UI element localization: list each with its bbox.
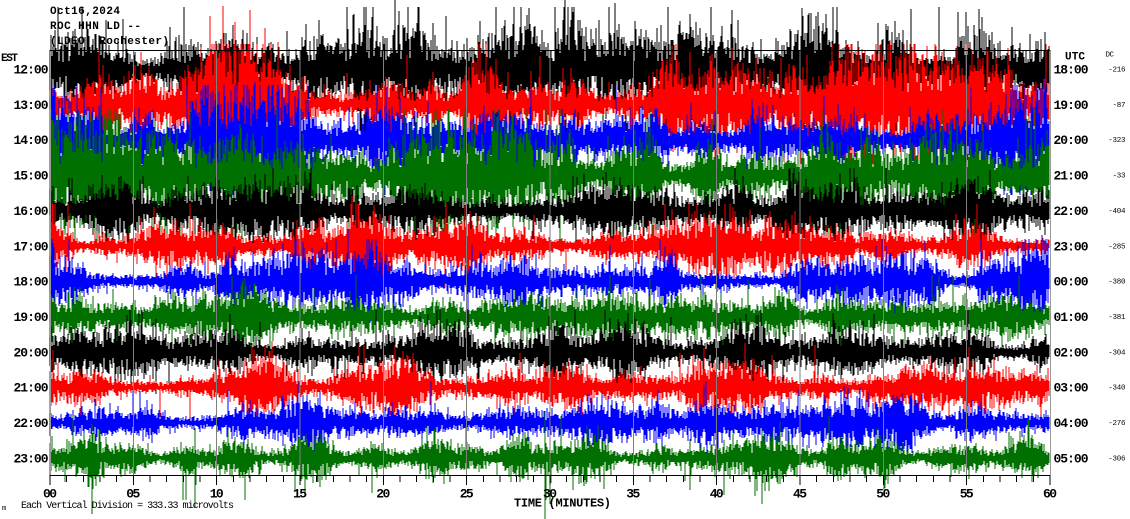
svg-text:Each Vertical Division = 333.: Each Vertical Division = 333.33 microvol… xyxy=(21,500,234,512)
svg-text:23:00: 23:00 xyxy=(1054,239,1089,254)
svg-text:TIME (MINUTES): TIME (MINUTES) xyxy=(514,497,611,511)
svg-text:03:00: 03:00 xyxy=(1054,381,1089,396)
svg-text:UTC: UTC xyxy=(1065,52,1085,64)
svg-text:01:00: 01:00 xyxy=(1054,310,1089,325)
svg-text:10: 10 xyxy=(210,487,224,502)
svg-text:-304: -304 xyxy=(1108,349,1126,357)
svg-text:DC: DC xyxy=(1106,52,1115,60)
svg-text:02:00: 02:00 xyxy=(1054,345,1089,360)
svg-text:18:00: 18:00 xyxy=(14,275,49,290)
svg-text:19:00: 19:00 xyxy=(14,310,49,325)
svg-text:12:00: 12:00 xyxy=(14,63,49,78)
svg-text:04:00: 04:00 xyxy=(1054,416,1089,431)
svg-text:21:00: 21:00 xyxy=(1054,169,1089,184)
svg-text:23:00: 23:00 xyxy=(14,452,49,467)
svg-text:ROC HHN LD --: ROC HHN LD -- xyxy=(50,21,141,33)
svg-text:-216: -216 xyxy=(1108,67,1126,75)
svg-text:15: 15 xyxy=(293,487,307,502)
svg-text:21:00: 21:00 xyxy=(14,381,49,396)
svg-text:-323: -323 xyxy=(1108,137,1126,145)
svg-text:-33: -33 xyxy=(1113,173,1126,181)
svg-text:18:00: 18:00 xyxy=(1054,63,1089,78)
svg-text:-340: -340 xyxy=(1108,385,1126,393)
svg-text:-87: -87 xyxy=(1113,102,1126,110)
svg-text:20: 20 xyxy=(376,487,390,502)
svg-text:22:00: 22:00 xyxy=(14,416,49,431)
svg-text:17:00: 17:00 xyxy=(14,239,49,254)
svg-text:05:00: 05:00 xyxy=(1054,452,1089,467)
svg-text:60: 60 xyxy=(1043,487,1057,502)
svg-text:EST: EST xyxy=(1,53,18,65)
svg-text:-381: -381 xyxy=(1108,314,1126,322)
svg-text:-306: -306 xyxy=(1108,456,1126,464)
svg-text:m: m xyxy=(2,505,6,513)
svg-text:35: 35 xyxy=(626,487,640,502)
svg-text:25: 25 xyxy=(460,487,474,502)
svg-text:00:00: 00:00 xyxy=(1054,275,1089,290)
svg-text:-404: -404 xyxy=(1108,208,1126,216)
svg-text:-380: -380 xyxy=(1108,279,1126,287)
svg-text:19:00: 19:00 xyxy=(1054,98,1089,113)
svg-text:22:00: 22:00 xyxy=(1054,204,1089,219)
svg-text:50: 50 xyxy=(876,487,890,502)
svg-text:(LDEO, Rochester): (LDEO, Rochester) xyxy=(50,36,169,48)
svg-text:00: 00 xyxy=(43,487,57,502)
svg-text:-285: -285 xyxy=(1108,243,1126,251)
svg-text:20:00: 20:00 xyxy=(14,345,49,360)
svg-text:Oct16,2024: Oct16,2024 xyxy=(50,6,120,18)
svg-text:45: 45 xyxy=(793,487,807,502)
svg-text:-276: -276 xyxy=(1108,420,1126,428)
svg-text:55: 55 xyxy=(960,487,974,502)
svg-text:14:00: 14:00 xyxy=(14,133,49,148)
svg-text:16:00: 16:00 xyxy=(14,204,49,219)
svg-text:20:00: 20:00 xyxy=(1054,133,1089,148)
svg-text:05: 05 xyxy=(126,487,140,502)
svg-text:13:00: 13:00 xyxy=(14,98,49,113)
svg-text:15:00: 15:00 xyxy=(14,169,49,184)
svg-text:40: 40 xyxy=(710,487,724,502)
svg-text:30: 30 xyxy=(543,487,557,502)
